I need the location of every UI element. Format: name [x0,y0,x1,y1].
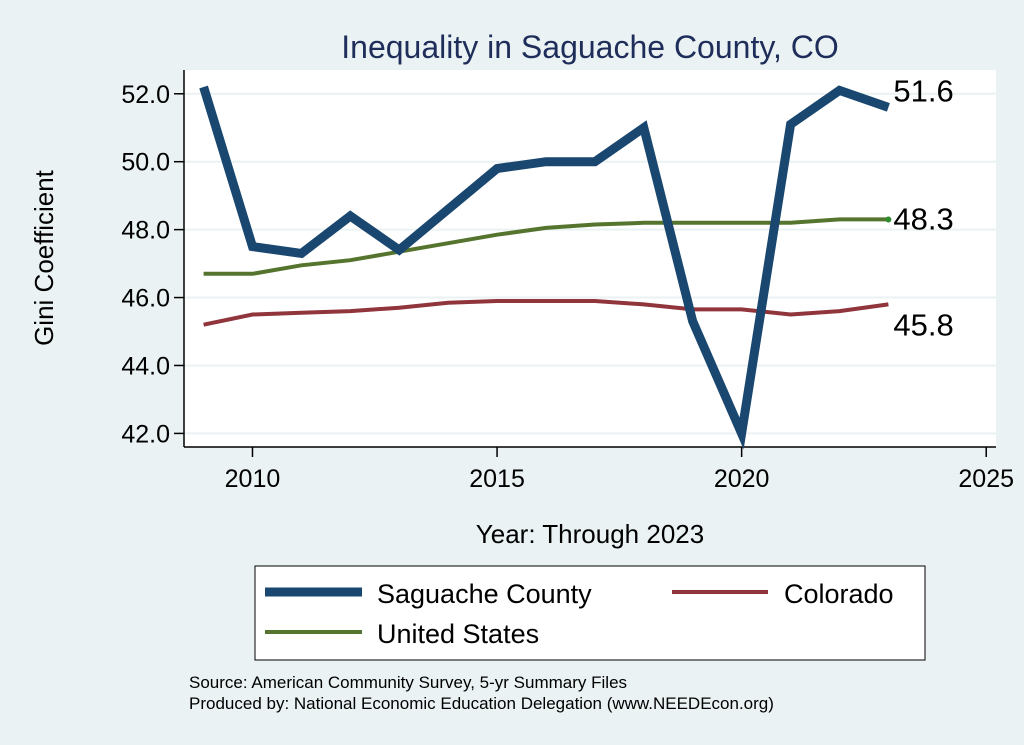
legend-box [254,565,926,661]
producer-note: Produced by: National Economic Education… [189,694,774,713]
united-states-end-marker [885,216,892,223]
y-tick-label: 44.0 [121,352,170,380]
y-tick-label: 50.0 [121,149,170,177]
legend-label-colorado: Colorado [784,579,894,609]
x-tick-label: 2020 [714,465,770,493]
x-axis-label: Year: Through 2023 [476,519,704,549]
source-note: Source: American Community Survey, 5-yr … [189,673,627,692]
end-label-united-states: 48.3 [893,201,953,236]
y-tick-label: 48.0 [121,217,170,245]
end-label-colorado: 45.8 [893,307,953,342]
legend-label-saguache: Saguache County [377,579,592,609]
x-tick-label: 2010 [225,465,281,493]
end-label-saguache-county: 51.6 [893,73,953,108]
legend-label-united-states: United States [377,619,539,649]
y-axis-label: Gini Coefficient [29,169,59,346]
y-tick-label: 42.0 [121,420,170,448]
end-labels: 51.6 45.8 48.3 [893,73,953,342]
chart-title: Inequality in Saguache County, CO [341,29,838,65]
series-group [199,85,892,450]
y-tick-label: 46.0 [121,285,170,313]
y-tick-label: 52.0 [121,81,170,109]
x-tick-label: 2025 [958,465,1014,493]
series-line-colorado [203,299,889,327]
legend: Saguache County Colorado United States [254,565,926,661]
series-line-saguache-county [199,85,890,450]
axes: 42.0 44.0 46.0 48.0 50.0 52.0 2010 2015 2020 2025 [121,70,1014,493]
x-tick-label: 2015 [469,465,525,493]
plot-area [184,70,996,447]
